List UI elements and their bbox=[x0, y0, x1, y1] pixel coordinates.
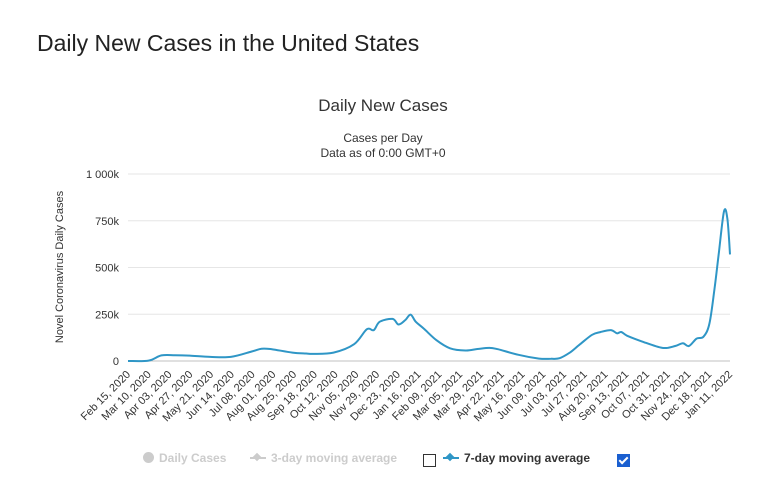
legend-label: 7-day moving average bbox=[464, 451, 591, 465]
chart-title: Daily New Cases bbox=[318, 96, 448, 115]
chart-subtitle-line-1: Cases per Day bbox=[343, 131, 423, 145]
y-axis-label: Novel Coronavirus Daily Cases bbox=[54, 190, 66, 343]
legend-label: Daily Cases bbox=[159, 451, 227, 465]
legend-line-icon bbox=[443, 457, 459, 459]
y-tick-label: 750k bbox=[95, 216, 119, 228]
legend-item-3day[interactable]: 3-day moving average bbox=[250, 451, 397, 465]
chart-subtitle-line-2: Data as of 0:00 GMT+0 bbox=[320, 146, 446, 160]
legend-label: 3-day moving average bbox=[271, 451, 398, 465]
legend-dot-icon bbox=[143, 452, 154, 463]
checkbox-7day[interactable] bbox=[617, 454, 630, 467]
gridlines bbox=[128, 173, 730, 362]
y-axis-ticks: 0 250k 500k 750k 1 000k bbox=[86, 169, 120, 368]
page-title: Daily New Cases in the United States bbox=[37, 30, 420, 56]
y-tick-label: 500k bbox=[95, 263, 119, 275]
y-tick-label: 1 000k bbox=[86, 169, 120, 181]
legend-item-7day[interactable]: 7-day moving average bbox=[443, 451, 590, 465]
y-tick-label: 250k bbox=[95, 309, 119, 321]
checkbox-3day[interactable] bbox=[423, 454, 436, 467]
series-line-7day[interactable] bbox=[127, 208, 731, 363]
legend-item-daily-cases[interactable]: Daily Cases bbox=[143, 451, 226, 465]
legend-line-icon bbox=[250, 457, 266, 459]
y-tick-label: 0 bbox=[113, 356, 119, 368]
